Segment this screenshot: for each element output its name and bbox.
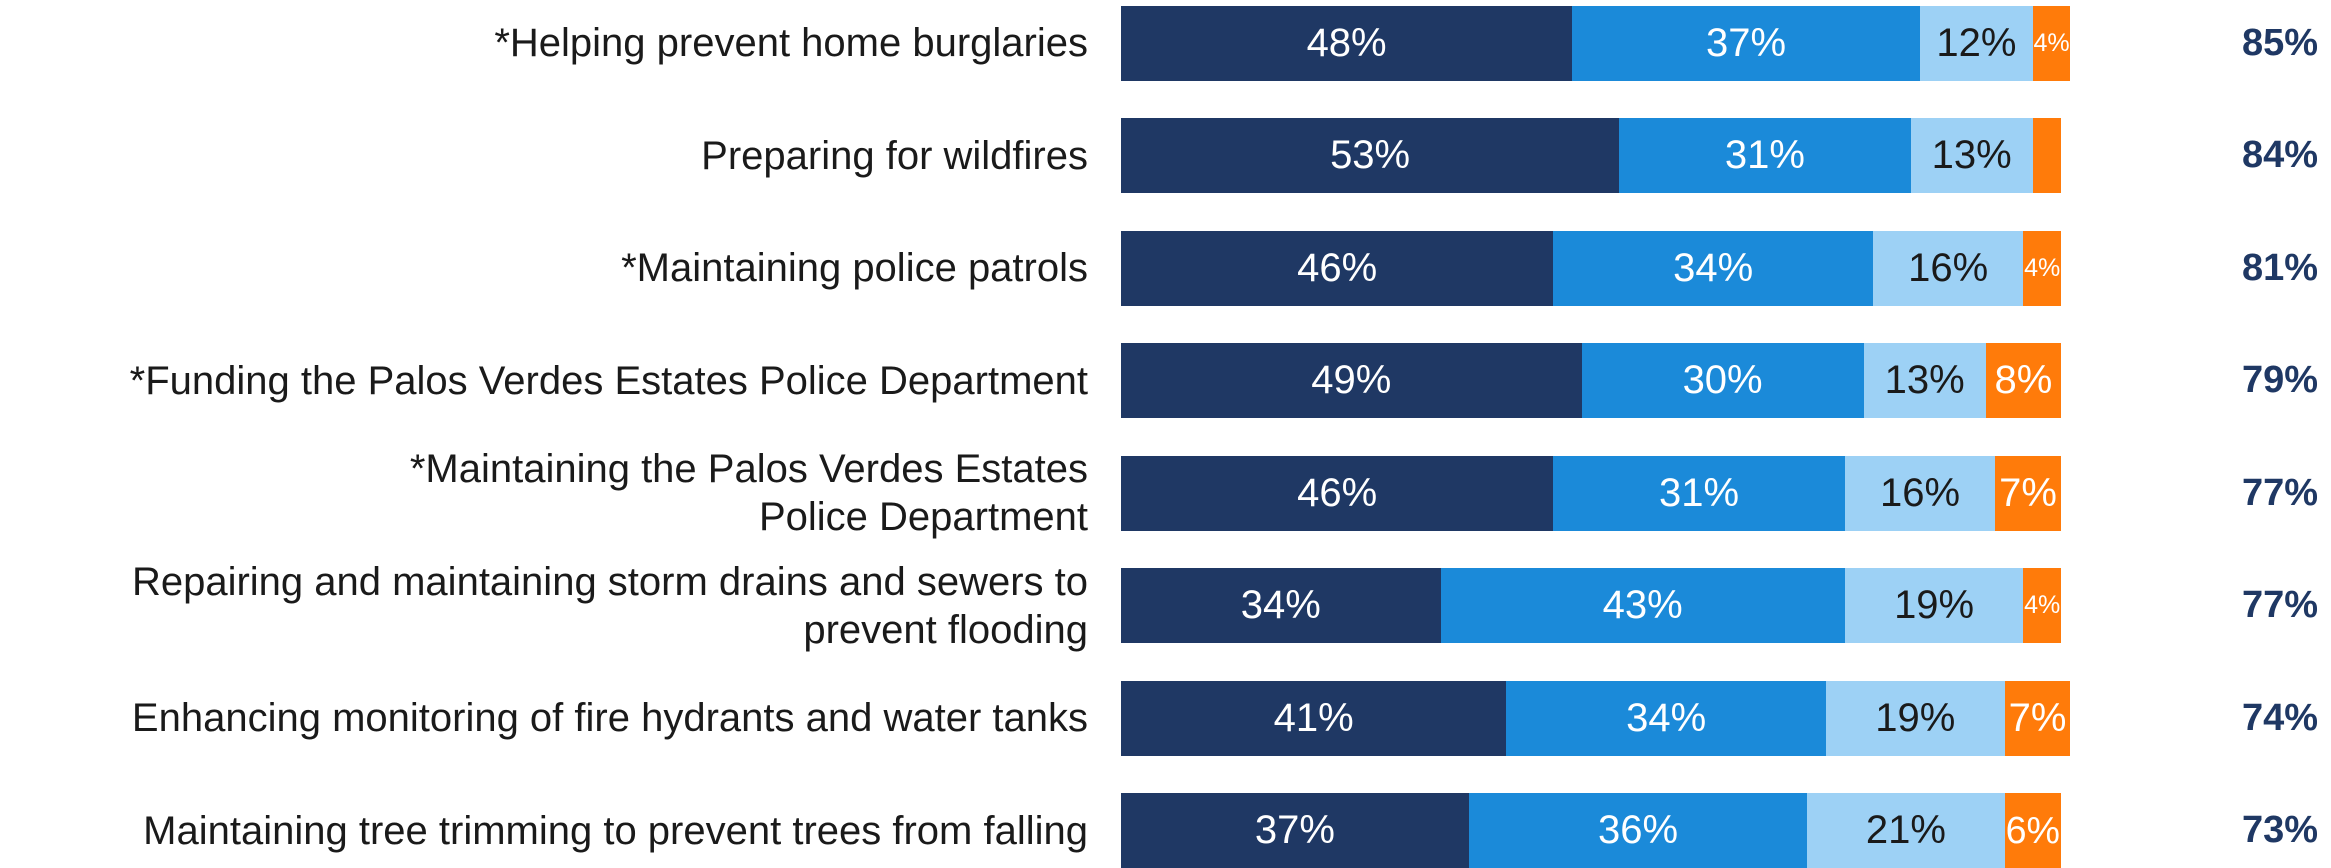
data-label: 34% — [1240, 583, 1321, 627]
data-label: 16% — [1879, 470, 1961, 515]
data-label: 16% — [1908, 245, 1989, 290]
category-label: *Helping prevent home burglaries — [494, 21, 1088, 65]
bar-segment: 46% — [1121, 230, 1554, 306]
data-label: 36% — [1597, 808, 1679, 852]
total-label: 81% — [2241, 246, 2318, 289]
data-label: 37% — [1706, 20, 1787, 65]
bar-segment: 7% — [2004, 680, 2071, 756]
bar-segment: 13% — [1863, 343, 1986, 418]
bar-segment: 49% — [1121, 343, 1582, 418]
bar-segment: 41% — [1121, 680, 1507, 756]
category-label: *Maintaining the Palos Verdes Estates Po… — [409, 447, 1088, 539]
bar-segment: 48% — [1121, 5, 1573, 81]
bar-segment: 19% — [1844, 568, 2024, 643]
total-label: 73% — [2241, 809, 2318, 851]
data-label: 37% — [1254, 808, 1335, 852]
category-label: Enhancing monitoring of fire hydrants an… — [131, 696, 1088, 740]
data-label: 19% — [1894, 583, 1975, 627]
data-label: 13% — [1931, 133, 2012, 177]
bar-segment: 12% — [1920, 5, 2033, 81]
data-label: 4% — [2033, 28, 2070, 57]
data-label: 6% — [2005, 809, 2060, 851]
category-label: Repairing and maintaining storm drains a… — [131, 559, 1088, 652]
bar-segment: 37% — [1572, 5, 1920, 81]
data-label: 31% — [1659, 470, 1740, 515]
data-label: 53% — [1330, 133, 1411, 177]
bar-segment: 4% — [2023, 568, 2061, 643]
bar-segment: 34% — [1553, 230, 1873, 306]
data-label: 46% — [1297, 470, 1378, 515]
total-label: 85% — [2241, 21, 2318, 64]
data-label: 4% — [2024, 591, 2061, 619]
data-label: 19% — [1875, 695, 1956, 740]
data-label: 49% — [1311, 358, 1392, 402]
bar-segment: 34% — [1506, 680, 1826, 756]
category-label: Preparing for wildfires — [701, 133, 1088, 178]
bar-segment: 4% — [2023, 230, 2061, 306]
data-label: 41% — [1273, 695, 1354, 740]
data-label: 21% — [1865, 808, 1946, 852]
bar-segment — [2032, 118, 2061, 193]
bar-segment: 8% — [1985, 343, 2061, 418]
data-label: 4% — [2024, 253, 2061, 282]
data-label: 8% — [1994, 358, 2053, 402]
data-label: 34% — [1673, 245, 1754, 290]
data-label: 48% — [1306, 20, 1387, 65]
bar-segment: 7% — [1995, 455, 2061, 531]
bar-segment: 43% — [1440, 568, 1845, 643]
data-label: 43% — [1602, 583, 1683, 627]
total-label: 77% — [2241, 584, 2318, 626]
total-label: 79% — [2241, 359, 2318, 401]
data-label: 7% — [2008, 695, 2067, 740]
data-label: 34% — [1626, 695, 1707, 740]
bar-segment: 13% — [1910, 118, 2033, 193]
category-label: *Maintaining police patrols — [621, 246, 1088, 290]
bar-segment: 16% — [1873, 230, 2024, 306]
bar-segment: 30% — [1581, 343, 1864, 418]
bar-segment: 34% — [1121, 568, 1441, 643]
bar-segment: 36% — [1468, 793, 1808, 868]
category-label: *Funding the Palos Verdes Estates Police… — [129, 358, 1088, 403]
bar-segment: 46% — [1121, 455, 1554, 531]
total-label: 74% — [2241, 696, 2318, 739]
bar-segment: 53% — [1121, 118, 1620, 193]
total-label: 77% — [2241, 471, 2318, 514]
bar-segment: 16% — [1844, 455, 1996, 531]
data-label: 7% — [1999, 470, 2057, 515]
bar-segment: 4% — [2032, 5, 2071, 81]
data-label: 12% — [1936, 20, 2017, 65]
bar-segment: 31% — [1619, 118, 1911, 193]
data-label: 31% — [1724, 133, 1805, 177]
bar-segment: 37% — [1121, 793, 1469, 868]
bar-segment: 21% — [1807, 793, 2005, 868]
data-label: 46% — [1297, 245, 1378, 290]
data-label: 13% — [1884, 358, 1965, 402]
bar-segment: 6% — [2004, 793, 2061, 868]
data-label: 30% — [1682, 358, 1763, 402]
total-label: 84% — [2241, 134, 2318, 176]
bar-segment: 19% — [1826, 680, 2005, 756]
bar-segment: 31% — [1553, 455, 1845, 531]
category-label: Maintaining tree trimming to prevent tre… — [143, 808, 1088, 853]
